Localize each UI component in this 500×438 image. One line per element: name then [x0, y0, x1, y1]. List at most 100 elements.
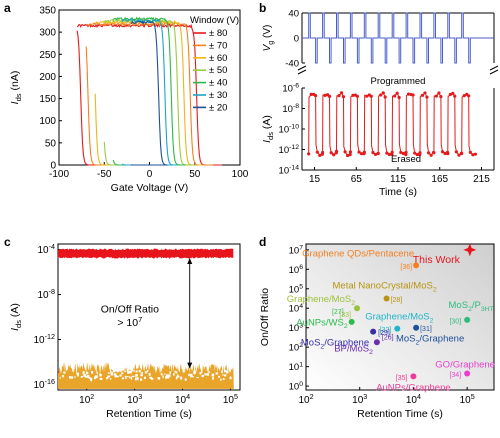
text-run: ds [14, 320, 23, 328]
noise-gap [185, 378, 187, 381]
noise-gap [77, 374, 79, 377]
noise-gap [226, 371, 228, 374]
text-run: -6 [293, 83, 299, 90]
noise-gap [108, 372, 110, 373]
ids-point [342, 95, 345, 98]
data-point-reference: [30] [449, 318, 461, 325]
text-run: 10 [79, 395, 91, 406]
data-point-label: MoS2/Graphene [396, 334, 464, 347]
noise-gap [135, 378, 137, 381]
noise-gap [199, 372, 201, 374]
ids-point [335, 150, 338, 153]
noise-gap [204, 373, 207, 375]
noise-gap [167, 375, 170, 377]
ids-point [363, 151, 366, 154]
ids-point [411, 93, 414, 96]
noise-gap [97, 372, 98, 374]
y-tick-label: 300 [39, 28, 56, 39]
noise-gap [221, 371, 223, 374]
data-point-reference: [36] [400, 264, 412, 271]
data-point-reference: [27] [332, 309, 344, 316]
noise-gap [216, 372, 219, 374]
text-run: MoS [449, 300, 469, 311]
text-run: 5 [234, 392, 238, 401]
noise-gap [136, 370, 138, 372]
text-run: 5 [471, 392, 475, 401]
noise-gap [212, 377, 214, 380]
noise-gap [161, 373, 163, 375]
text-run: -8 [293, 103, 299, 110]
ids-point [307, 152, 310, 155]
y-tick-label: 107 [289, 245, 304, 257]
noise-gap [86, 372, 88, 375]
ids-point [321, 151, 324, 154]
arrow-head-up [187, 258, 192, 264]
text-run: 10 [289, 382, 300, 393]
text-run: /Graphene [419, 334, 464, 345]
y-tick-label: 106 [289, 264, 304, 276]
noise-gap [164, 374, 165, 375]
noise-gap [158, 377, 159, 379]
noise-gap [130, 371, 132, 374]
annotation-ratio: On/Off Ratio [101, 304, 159, 316]
data-point-label: AuNPs/Graphene [376, 382, 450, 393]
noise-gap [89, 377, 91, 379]
y-axis-label: Ids (nA) [9, 71, 23, 105]
text-run: 10 [289, 245, 300, 256]
noise-gap [94, 376, 96, 379]
ids-point [446, 152, 449, 155]
panel-label: b [259, 1, 266, 15]
legend-title: Window (V) [190, 15, 239, 26]
annotation-programmed: Programmed [371, 76, 426, 87]
ids-point [371, 151, 374, 154]
text-run: 10 [279, 145, 290, 156]
data-point [384, 296, 390, 302]
ids-point [439, 95, 442, 98]
noise-gap [69, 376, 71, 379]
noise-gap [60, 377, 61, 378]
noise-gap [189, 374, 191, 375]
text-run: 10 [289, 362, 300, 373]
noise-gap [125, 376, 126, 377]
text-run: (V) [262, 25, 273, 41]
noise-gap [144, 377, 146, 379]
data-point [410, 373, 416, 379]
legend-entry: ± 80 [209, 28, 227, 39]
text-run: 7 [138, 315, 142, 324]
x-axis-label: Retention Time (s) [106, 408, 192, 420]
text-run: MoS [301, 338, 321, 349]
noise-gap [193, 370, 196, 373]
text-run: -12 [45, 332, 55, 341]
data-point-label: Graphene/MoS2 [287, 294, 355, 307]
text-run: ds [14, 93, 23, 101]
text-run: 10 [37, 290, 49, 301]
y-tick-label: 10-8 [37, 287, 55, 301]
text-run: -14 [289, 165, 299, 172]
text-run: 3HT [481, 306, 495, 313]
ids-point [396, 92, 399, 95]
text-run: BP/MoS [334, 343, 369, 354]
noise-gap [173, 373, 175, 375]
y-tick-label: -40 [285, 59, 299, 70]
y-axis-label: Ids (A) [9, 303, 23, 331]
ids-point [467, 94, 470, 97]
text-run: 0 [299, 381, 303, 388]
noise-gap [111, 373, 113, 376]
ids-point [427, 151, 430, 154]
noise-gap [106, 377, 107, 379]
text-run: 10 [460, 395, 472, 406]
data-point [370, 329, 376, 335]
noise-gap [81, 376, 83, 378]
axis-break [490, 66, 498, 70]
x-tick-label: 103 [352, 392, 367, 406]
ids-point [435, 94, 438, 97]
text-run: (nA) [9, 71, 21, 94]
text-run: 2 [90, 392, 94, 401]
noise-gap [169, 371, 170, 374]
data-point [464, 317, 470, 323]
noise-gap [129, 376, 130, 378]
text-run: -12 [289, 144, 299, 151]
text-run: -16 [45, 377, 55, 386]
y-tick-label: 10-12 [33, 332, 55, 346]
